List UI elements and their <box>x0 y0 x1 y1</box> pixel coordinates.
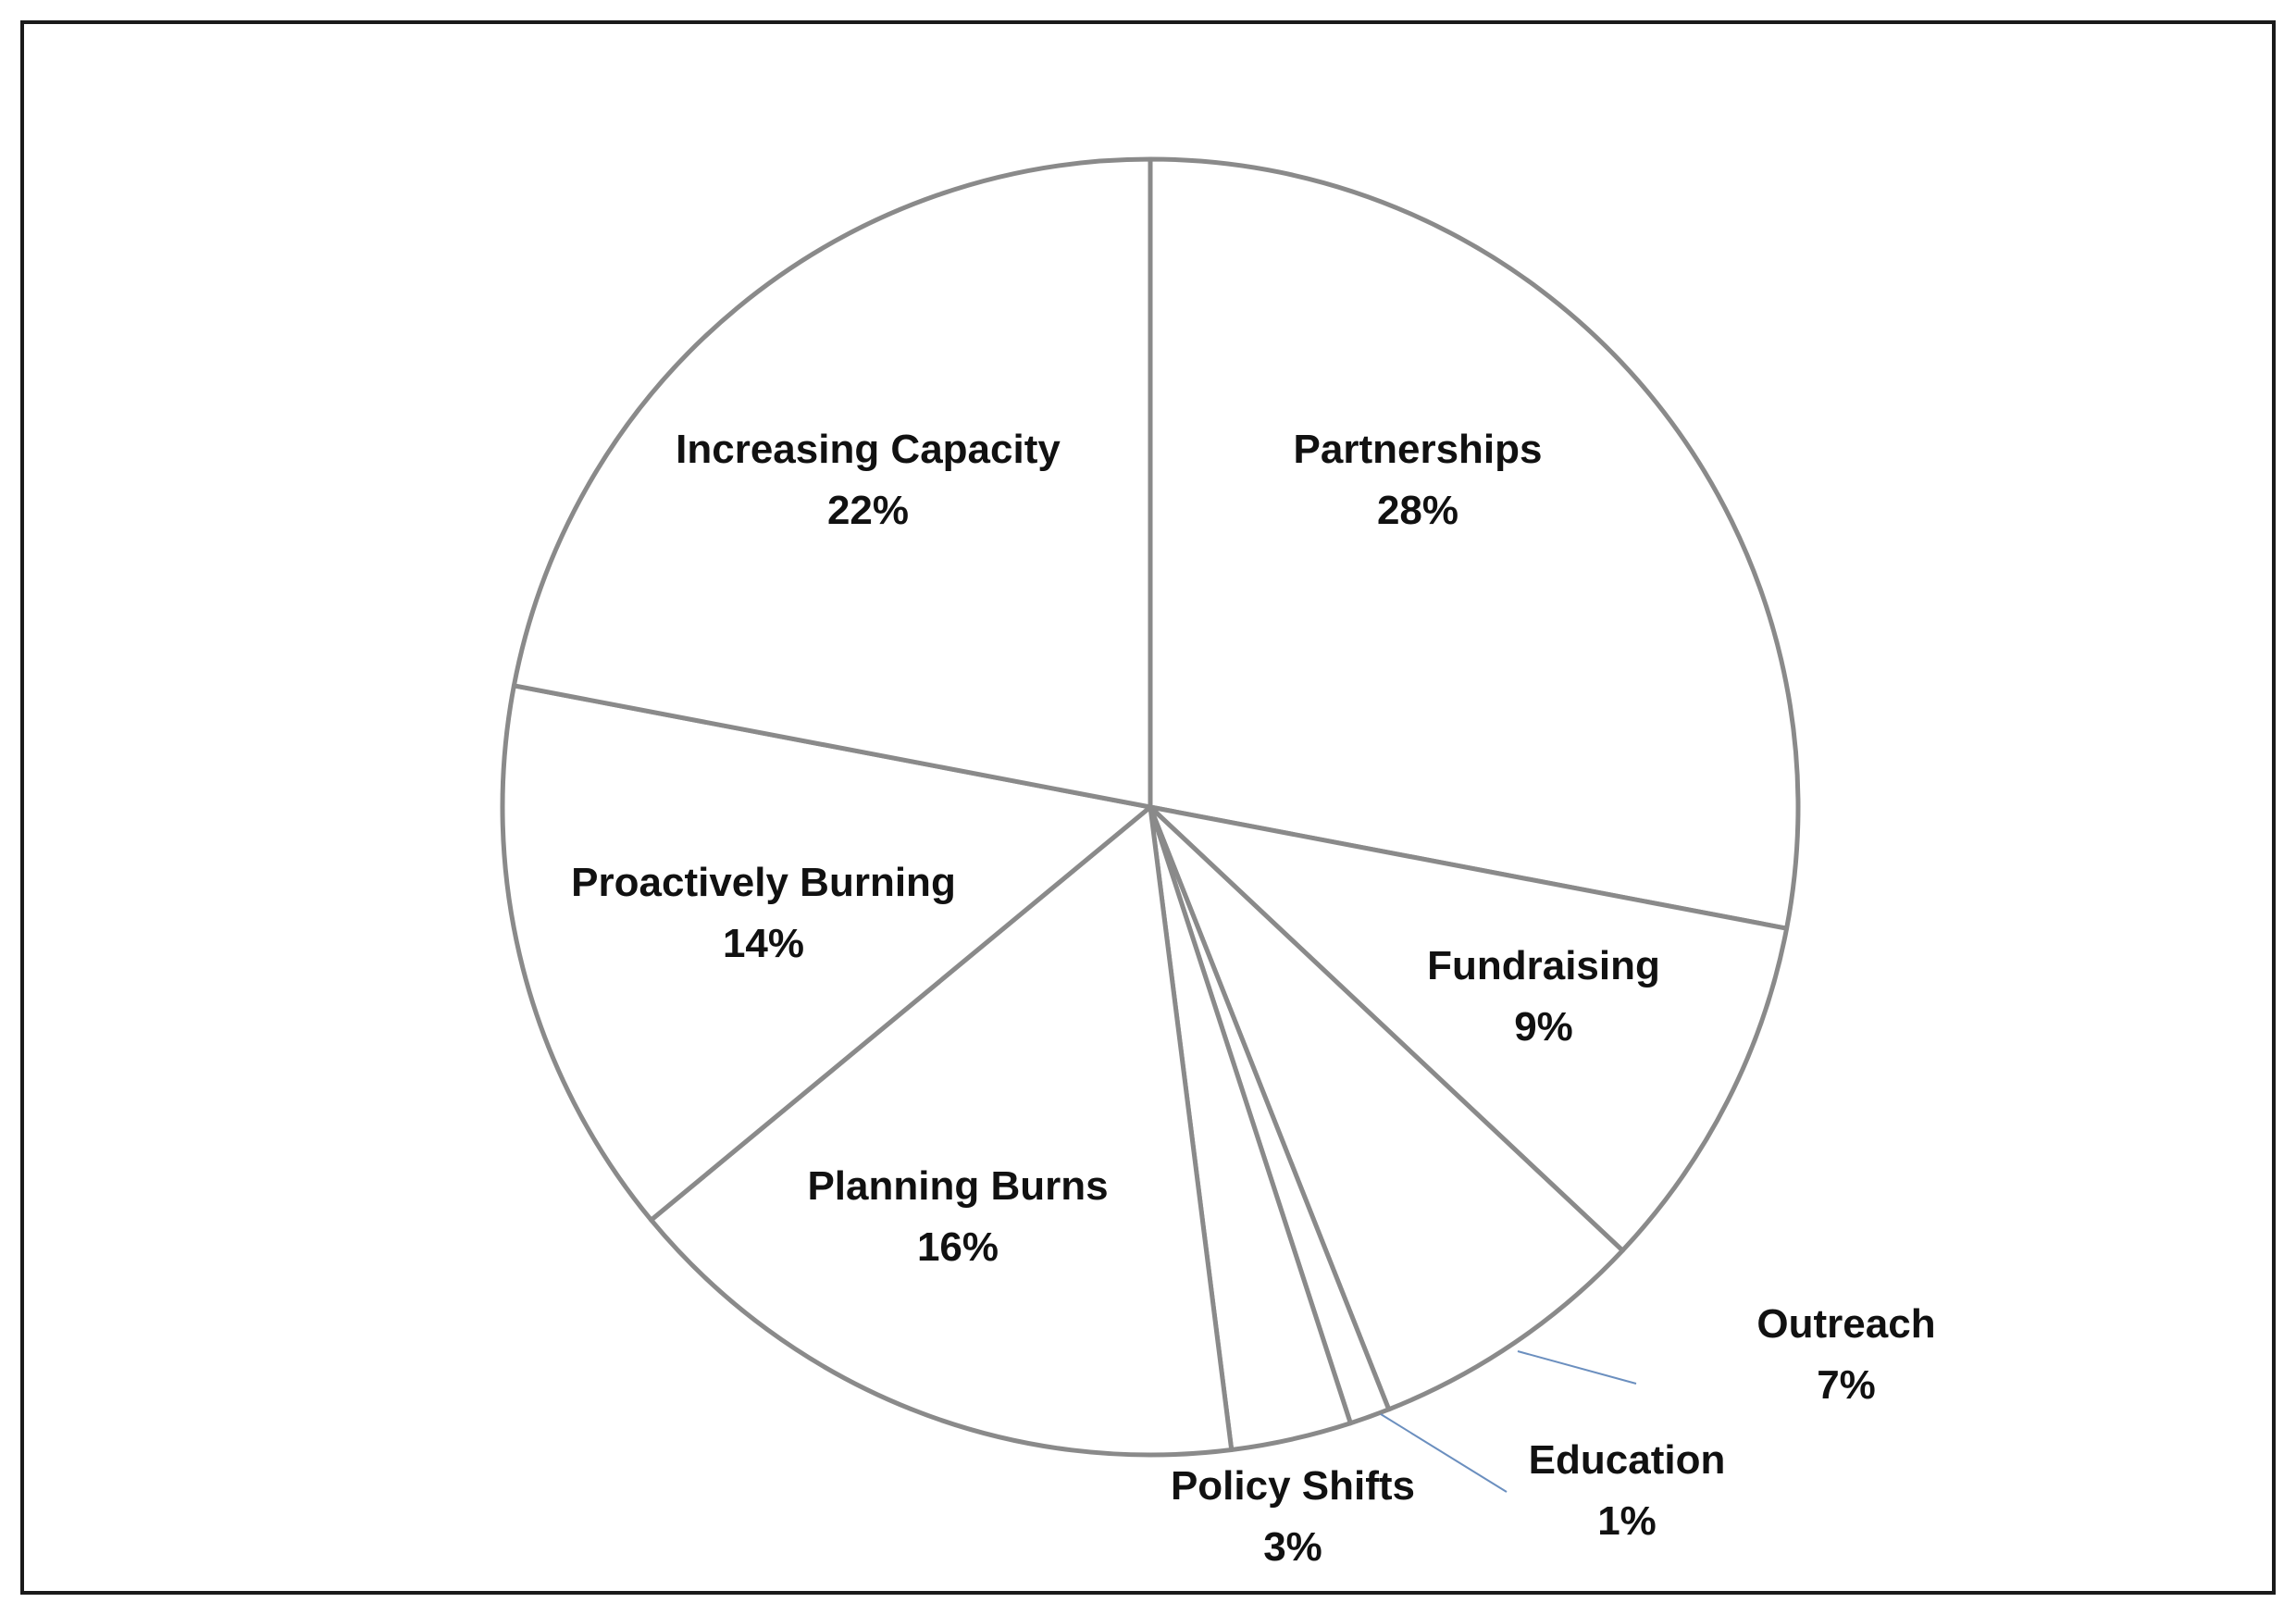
leader-lines <box>1380 1350 1637 1493</box>
slice-value-label: 3% <box>1263 1524 1322 1570</box>
slice-value-label: 7% <box>1817 1362 1876 1408</box>
slice-label-planning-burns: Planning Burns 16% <box>807 1163 1108 1270</box>
slice-label-outreach: Outreach 7% <box>1756 1301 1935 1408</box>
pie-slice-partnerships <box>1148 156 1801 931</box>
leader-line-education <box>1380 1413 1508 1493</box>
slice-category-label: Outreach <box>1756 1301 1935 1347</box>
chart-frame <box>20 20 2276 1595</box>
slice-category-label: Education <box>1529 1437 1726 1483</box>
slice-label-education: Education 1% <box>1529 1437 1726 1544</box>
pie-slice-proactively-burning <box>500 683 1153 1223</box>
slice-label-fundraising: Fundraising 9% <box>1427 943 1660 1050</box>
slice-value-label: 22% <box>827 488 909 533</box>
slice-value-label: 28% <box>1377 488 1458 533</box>
slice-label-proactively-burning: Proactively Burning 14% <box>571 860 956 966</box>
slice-label-policy-shifts: Policy Shifts 3% <box>1171 1463 1415 1570</box>
slice-category-label: Partnerships <box>1294 427 1543 472</box>
slice-category-label: Proactively Burning <box>571 860 956 905</box>
slice-labels: Partnerships 28% Fundraising 9% Outreach 7% Ed… <box>571 427 1935 1570</box>
slice-category-label: Fundraising <box>1427 943 1660 988</box>
slice-label-increasing-capacity: Increasing Capacity 22% <box>676 427 1061 533</box>
slice-value-label: 9% <box>1514 1004 1573 1050</box>
pie-slice-increasing-capacity <box>511 156 1153 810</box>
leader-line-outreach <box>1517 1350 1637 1385</box>
slice-category-label: Policy Shifts <box>1171 1463 1415 1509</box>
slice-category-label: Planning Burns <box>807 1163 1108 1209</box>
pie-slice-fundraising <box>1148 804 1790 1253</box>
pie-slice-planning-burns <box>649 804 1235 1458</box>
slice-value-label: 14% <box>723 921 804 966</box>
pie-slice-outreach <box>1148 804 1625 1412</box>
slice-value-label: 1% <box>1597 1498 1657 1544</box>
slice-category-label: Increasing Capacity <box>676 427 1061 472</box>
pie-slices <box>500 156 1801 1458</box>
slice-label-partnerships: Partnerships 28% <box>1294 427 1543 533</box>
slice-value-label: 16% <box>917 1224 999 1270</box>
